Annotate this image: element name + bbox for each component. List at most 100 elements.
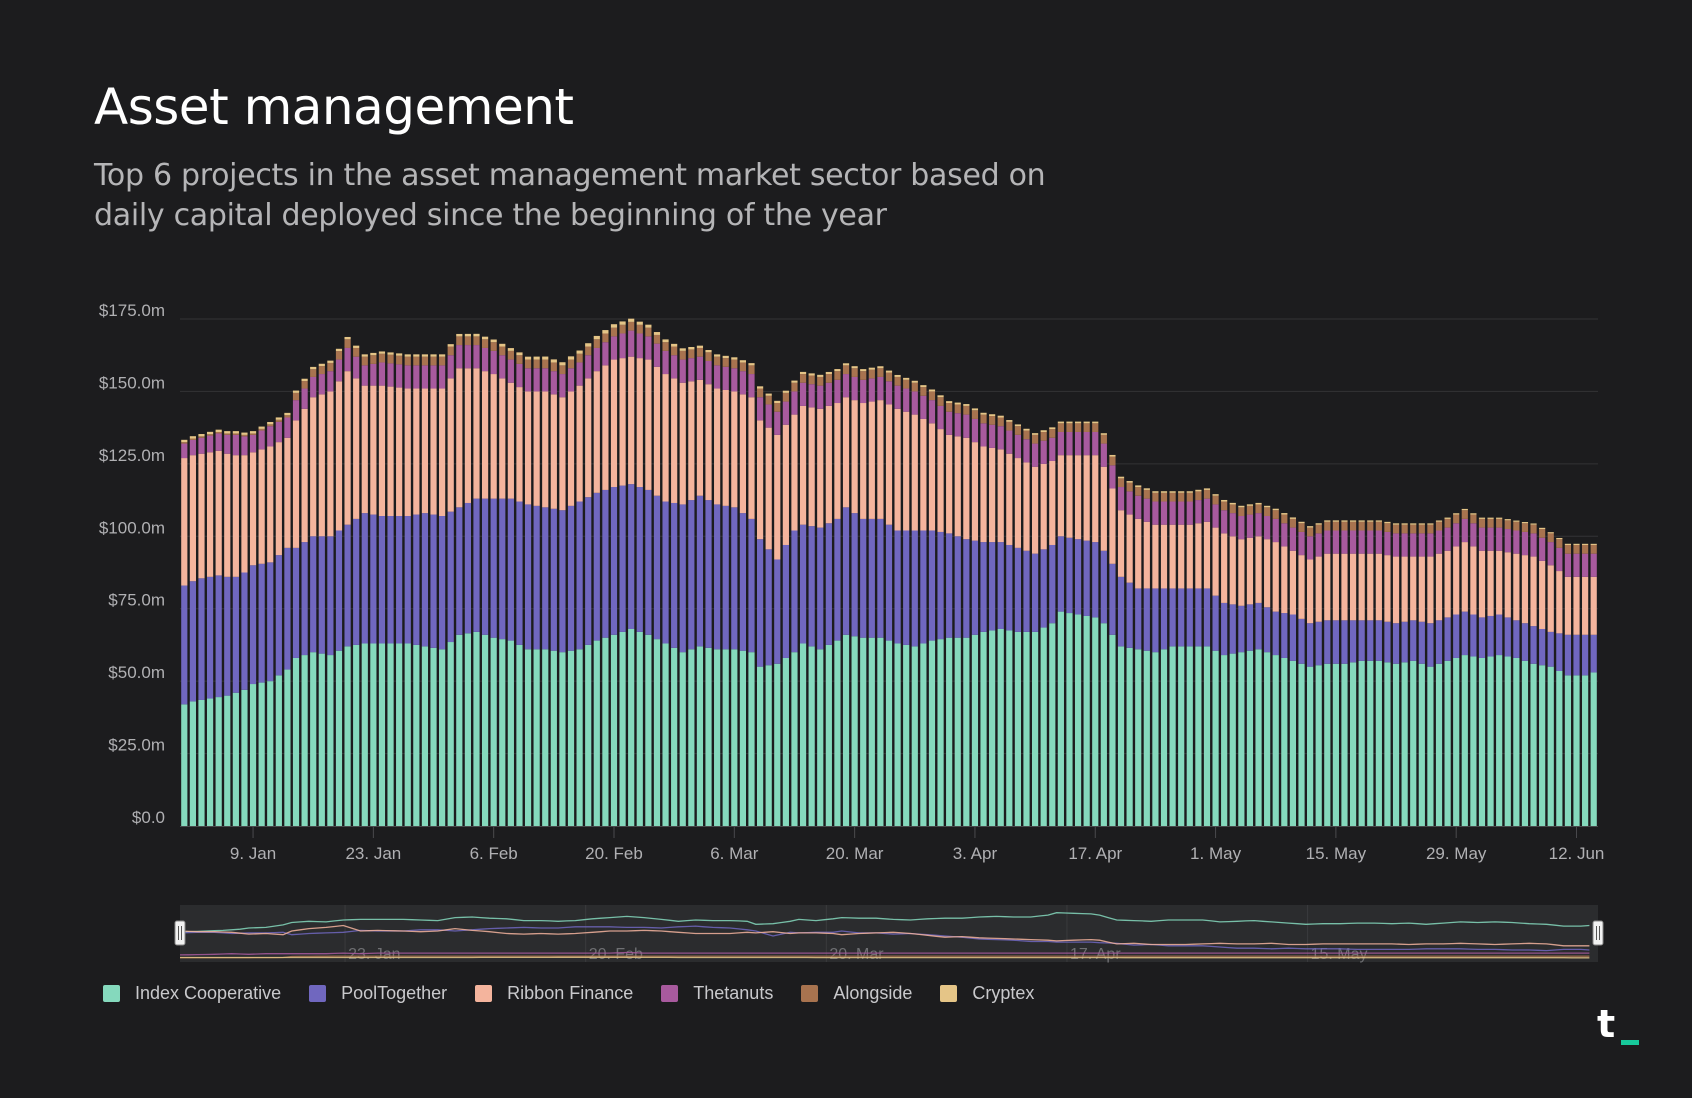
bar-segment (636, 324, 643, 334)
bar-segment (851, 636, 858, 826)
bar-stack (1083, 421, 1090, 826)
bar-segment (206, 698, 214, 826)
bar-segment (731, 368, 738, 392)
bar-segment (490, 498, 497, 638)
bar-segment (774, 403, 781, 412)
bar-stack (1169, 491, 1176, 826)
bar-segment (731, 391, 738, 508)
navigator-right-handle[interactable] (1592, 920, 1604, 946)
bar-segment (1117, 487, 1125, 511)
bar-segment (267, 426, 274, 447)
bar-segment (705, 352, 712, 362)
bar-segment (903, 644, 910, 826)
bar-stack (1272, 508, 1279, 826)
bar-segment (1100, 443, 1107, 467)
bar-segment (1444, 517, 1451, 519)
bar-segment (1006, 453, 1013, 545)
bar-segment (1169, 491, 1176, 493)
bar-stack (1255, 502, 1262, 826)
legend-item-thetanuts[interactable]: Thetanuts (661, 983, 773, 1004)
bar-segment (327, 536, 334, 656)
bar-segment (1556, 547, 1563, 572)
bar-segment (946, 401, 953, 404)
legend-item-index-cooperative[interactable]: Index Cooperative (103, 983, 281, 1004)
bar-segment (1289, 614, 1297, 661)
bar-segment (1221, 499, 1228, 502)
bar-segment (1324, 521, 1331, 531)
bar-segment (1135, 649, 1142, 826)
bar-segment (628, 330, 635, 357)
bar-segment (533, 505, 540, 650)
bar-segment (1478, 527, 1486, 551)
legend-item-cryptex[interactable]: Cryptex (940, 983, 1034, 1004)
bar-segment (860, 637, 867, 826)
bar-segment (481, 498, 489, 635)
bar-segment (507, 359, 514, 383)
bar-segment (1401, 523, 1408, 525)
bar-segment (1006, 430, 1013, 454)
bar-segment (842, 363, 850, 366)
bar-segment (1014, 434, 1022, 459)
bar-segment (963, 437, 970, 540)
bar-segment (1264, 507, 1271, 516)
bar-segment (430, 388, 437, 515)
bar-segment (567, 359, 575, 369)
bar-stack (928, 389, 936, 826)
bar-segment (799, 524, 807, 644)
bar-stack (989, 414, 996, 826)
bar-segment (232, 434, 239, 456)
bar-stack (344, 336, 351, 826)
legend-item-alongside[interactable]: Alongside (801, 983, 912, 1004)
bar-segment (1083, 540, 1090, 616)
bar-segment (524, 359, 532, 369)
x-tick-label: 23. Jan (345, 844, 401, 863)
bar-segment (1427, 524, 1434, 534)
bar-segment (1590, 553, 1597, 577)
legend-item-ribbon-finance[interactable]: Ribbon Finance (475, 983, 633, 1004)
bar-segment (860, 403, 867, 519)
bar-segment (808, 526, 815, 647)
bar-stack (1298, 521, 1305, 826)
bar-segment (396, 364, 403, 388)
bar-segment (301, 655, 308, 826)
bar-segment (1324, 520, 1331, 522)
bar-segment (456, 333, 463, 337)
bar-segment (739, 371, 746, 395)
bar-segment (937, 429, 944, 532)
bar-segment (782, 401, 789, 425)
bar-segment (1530, 556, 1537, 627)
bar-segment (1195, 523, 1202, 589)
bar-segment (1203, 498, 1211, 522)
bar-segment (456, 345, 463, 369)
bar-segment (662, 350, 669, 375)
bar-segment (1418, 556, 1425, 622)
bar-segment (310, 376, 317, 398)
bar-segment (447, 355, 454, 379)
bar-segment (602, 342, 609, 366)
bar-segment (1487, 615, 1494, 657)
bar-segment (559, 365, 566, 375)
bar-segment (705, 350, 712, 353)
navigator-series-line (179, 951, 1590, 956)
bar-segment (1375, 520, 1382, 522)
bar-segment (1315, 523, 1322, 525)
legend-item-pooltogether[interactable]: PoolTogether (309, 983, 447, 1004)
bar-segment (344, 524, 351, 647)
bar-segment (430, 356, 437, 366)
bar-segment (1530, 533, 1537, 557)
bar-segment (1547, 533, 1554, 543)
bar-segment (696, 347, 704, 357)
navigator-left-handle[interactable] (174, 920, 186, 946)
bar-segment (1418, 523, 1425, 525)
bar-segment (1212, 650, 1219, 826)
bar-segment (1504, 519, 1511, 521)
navigator-series-line (180, 956, 1590, 959)
bar-segment (181, 585, 188, 705)
bar-segment (481, 634, 489, 826)
bar-segment (593, 371, 600, 493)
bar-segment (653, 495, 661, 640)
bar-segment (1315, 556, 1322, 622)
bar-segment (1513, 657, 1520, 826)
bar-segment (739, 394, 746, 514)
bar-stack (679, 348, 686, 826)
